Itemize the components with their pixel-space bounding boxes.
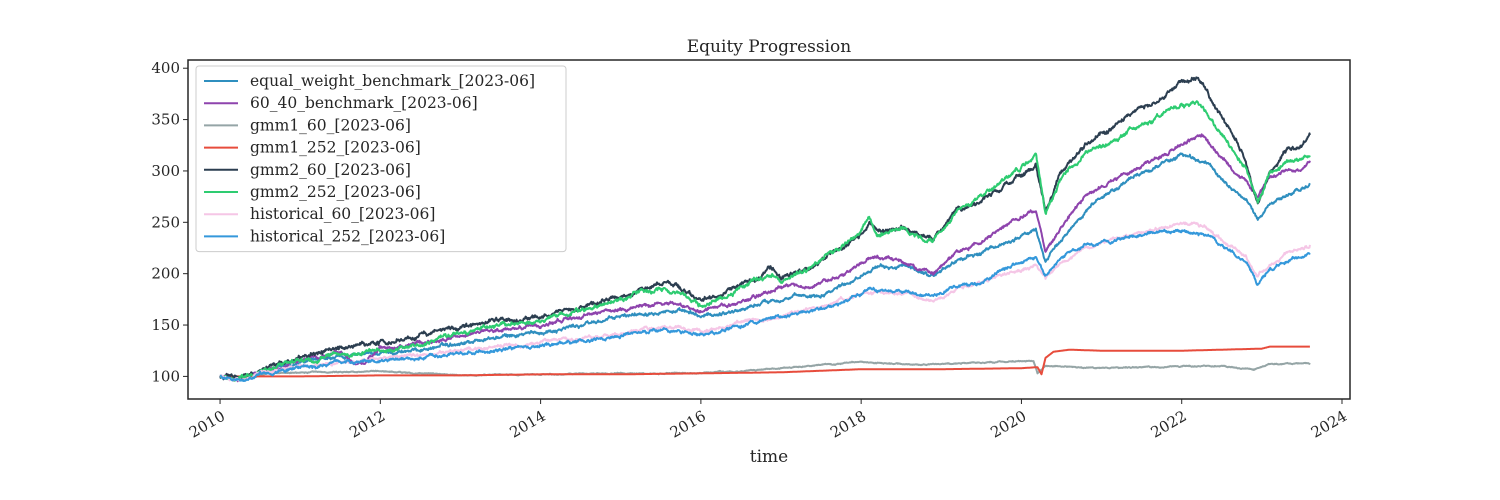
y-tick-label: 200 — [151, 265, 180, 283]
legend-label: gmm1_60_[2023-06] — [250, 116, 411, 134]
x-tick-label: 2022 — [1148, 407, 1190, 442]
y-tick-label: 100 — [151, 367, 180, 385]
x-tick-label: 2018 — [827, 407, 869, 442]
x-tick-label: 2012 — [346, 407, 388, 442]
y-tick-label: 300 — [151, 162, 180, 180]
legend-label: gmm2_60_[2023-06] — [250, 161, 411, 179]
series-line-2 — [219, 359, 1311, 380]
y-tick-label: 400 — [151, 59, 180, 77]
plot-frame — [187, 59, 1351, 400]
legend-label: historical_252_[2023-06] — [250, 227, 445, 245]
y-tick-label: 350 — [151, 111, 180, 129]
x-axis: 2010 2012 2014 2016 2018 2020 2022 2024 — [186, 399, 1350, 442]
series-line-4 — [219, 76, 1311, 381]
series-line-3 — [219, 345, 1311, 378]
x-tick-label: 2010 — [186, 407, 228, 442]
legend-label: historical_60_[2023-06] — [250, 205, 435, 223]
legend-label: gmm2_252_[2023-06] — [250, 183, 421, 201]
chart-title: Equity Progression — [687, 37, 852, 57]
legend: equal_weight_benchmark_[2023-06] 60_40_be… — [195, 65, 567, 253]
series-line-5 — [219, 100, 1311, 382]
x-tick-label: 2016 — [667, 407, 709, 442]
legend-label: gmm1_252_[2023-06] — [250, 139, 421, 157]
y-tick-label: 150 — [151, 316, 180, 334]
x-axis-label: time — [750, 447, 788, 467]
plot-area — [219, 76, 1311, 383]
x-tick-label: 2020 — [987, 407, 1029, 442]
legend-label: equal_weight_benchmark_[2023-06] — [250, 72, 535, 90]
legend-box — [195, 65, 567, 253]
series-line-7 — [219, 228, 1311, 382]
y-axis: 100 150 200 250 300 350 400 — [151, 59, 188, 385]
y-tick-label: 250 — [151, 213, 180, 231]
series-line-0 — [219, 152, 1311, 381]
x-tick-label: 2014 — [507, 407, 549, 442]
x-tick-label: 2024 — [1308, 407, 1350, 442]
legend-label: 60_40_benchmark_[2023-06] — [250, 94, 478, 112]
